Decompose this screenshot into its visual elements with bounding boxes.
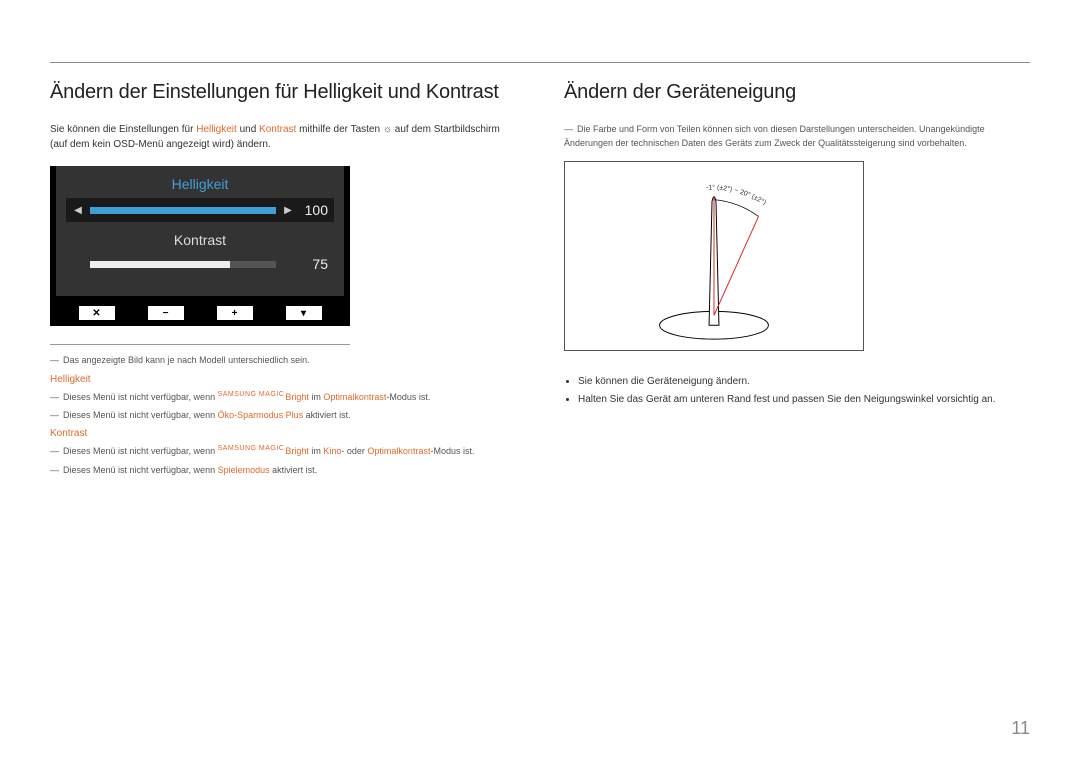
heading-brightness-contrast: Ändern der Einstellungen für Helligkeit … [50,81,516,104]
k-note-2: ―Dieses Menü ist nicht verfügbar, wenn S… [50,463,516,477]
minus-button[interactable]: − [148,306,184,320]
left-column: Ändern der Einstellungen für Helligkeit … [50,81,516,481]
brightness-row: ◀ ▶ 100 [66,198,334,222]
contrast-value: 75 [294,256,328,272]
kontrast-subheading: Kontrast [50,428,516,439]
h-note-1: ―Dieses Menü ist nicht verfügbar, wenn S… [50,389,516,404]
osd-buttons: ✕ − + ▾ [56,302,344,326]
tilt-diagram: -1° (±2°) ~ 20° (±2°) [564,161,864,351]
sun-icon: ☼ [383,122,392,137]
close-button[interactable]: ✕ [79,306,115,320]
down-button[interactable]: ▾ [286,306,322,320]
h-note-2: ―Dieses Menü ist nicht verfügbar, wenn Ö… [50,408,516,422]
plus-button[interactable]: + [217,306,253,320]
left-arrow-icon[interactable]: ◀ [72,205,84,216]
right-column: Ändern der Geräteneigung ―Die Farbe und … [564,81,1030,481]
page-number: 11 [1011,718,1030,739]
brightness-bar[interactable] [90,207,276,214]
k-note-1: ―Dieses Menü ist nicht verfügbar, wenn S… [50,443,516,458]
osd-panel: Helligkeit ◀ ▶ 100 Kontrast ◀ ▶ 75 ✕ − [50,166,350,326]
contrast-label: Kontrast [66,232,334,248]
heading-tilt: Ändern der Geräteneigung [564,81,1030,104]
tilt-bullets: Sie können die Geräteneigung ändern. Hal… [564,373,1030,409]
brightness-value: 100 [294,202,328,218]
contrast-bar[interactable] [90,261,276,268]
contrast-row: ◀ ▶ 75 [66,254,334,274]
bullet-2: Halten Sie das Gerät am unteren Rand fes… [578,391,1030,409]
brightness-label: Helligkeit [66,176,334,192]
right-arrow-icon[interactable]: ▶ [282,205,294,216]
intro-text: Sie können die Einstellungen für Helligk… [50,122,516,152]
tilt-disclaimer: ―Die Farbe und Form von Teilen können si… [564,122,1030,151]
helligkeit-subheading: Helligkeit [50,374,516,385]
note-model: ―Das angezeigte Bild kann je nach Modell… [50,353,516,367]
bullet-1: Sie können die Geräteneigung ändern. [578,373,1030,391]
